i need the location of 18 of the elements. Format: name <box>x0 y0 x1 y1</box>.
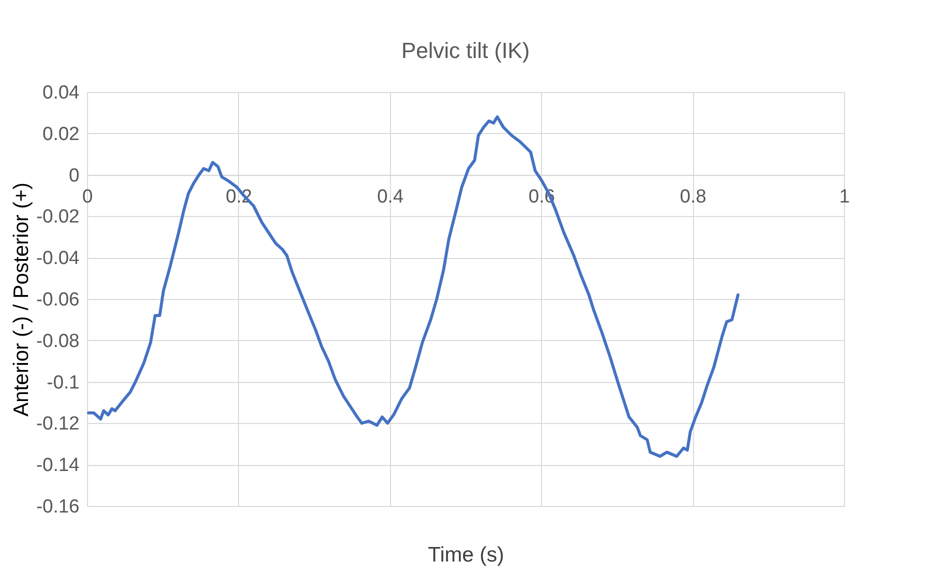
y-tick-label: -0.08 <box>36 330 80 352</box>
y-tick-label: -0.02 <box>36 206 80 228</box>
y-tick-label: 0.04 <box>42 82 80 104</box>
y-tick-label: -0.06 <box>36 290 80 310</box>
y-tick-label: 0 <box>68 165 80 186</box>
x-tick-label: 0 <box>82 186 93 208</box>
x-tick-label: 0.8 <box>680 186 706 208</box>
y-tick-label: 0.02 <box>42 124 80 145</box>
x-tick-label: 0.4 <box>377 186 404 208</box>
y-tick-label: -0.16 <box>36 496 80 518</box>
x-axis-title: Time (s) <box>428 544 504 566</box>
y-tick-label: -0.04 <box>36 248 80 270</box>
y-tick-label: -0.12 <box>36 414 80 435</box>
y-tick-label: -0.14 <box>36 455 80 476</box>
chart-title: Pelvic tilt (IK) <box>401 38 530 63</box>
y-tick-label: -0.1 <box>46 372 80 394</box>
x-tick-label: 1 <box>839 186 850 208</box>
y-axis-title: Anterior (-) / Posterior (+) <box>10 182 34 416</box>
